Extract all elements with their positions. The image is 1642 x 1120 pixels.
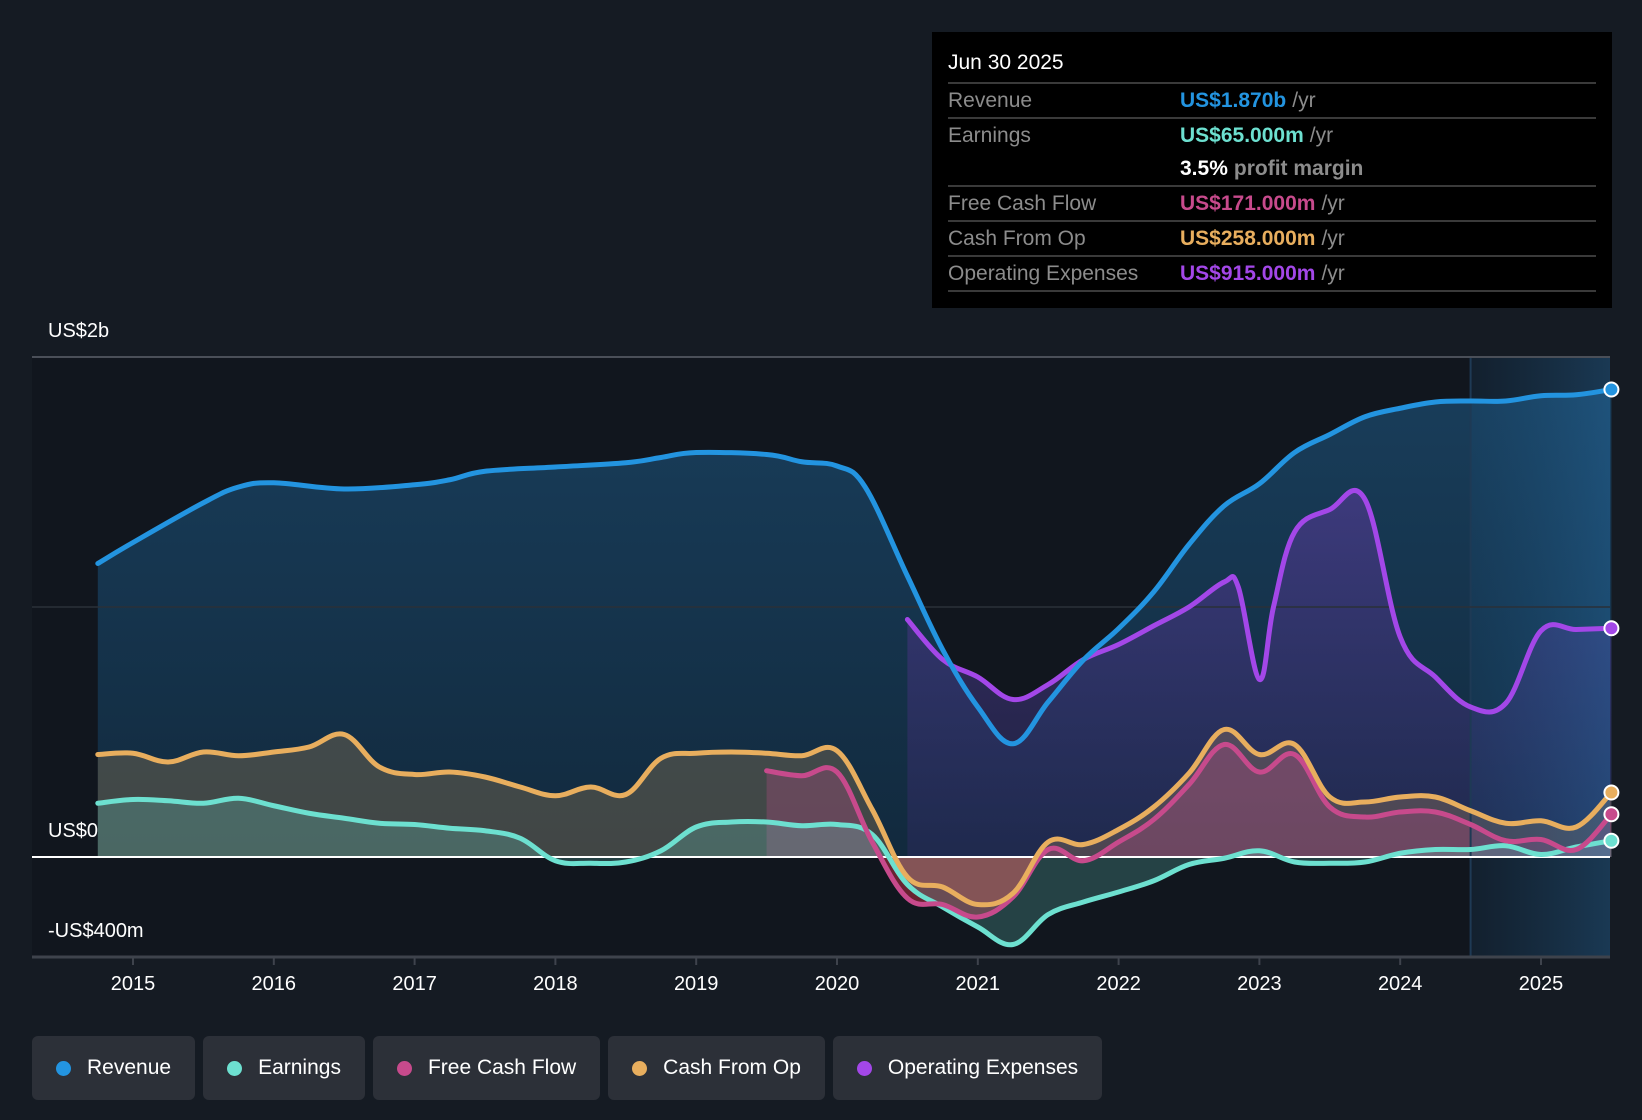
legend-item-cash-from-op[interactable]: Cash From Op	[608, 1036, 825, 1100]
x-tick-label: 2017	[392, 973, 437, 995]
tooltip-value: US$171.000m	[1180, 192, 1316, 215]
x-tick-label: 2016	[252, 973, 297, 995]
tooltip-row-cfo: Cash From Op US$258.000m /yr	[948, 222, 1596, 257]
tooltip-date: Jun 30 2025	[948, 44, 1596, 84]
series-lines	[95, 387, 1614, 948]
legend-label: Free Cash Flow	[427, 1056, 577, 1079]
x-tick-label: 2022	[1096, 973, 1141, 995]
revenue-endpoint	[1603, 381, 1620, 398]
tooltip: Jun 30 2025 Revenue US$1.870b /yr Earnin…	[932, 32, 1612, 308]
tooltip-value: US$915.000m	[1180, 262, 1316, 285]
tooltip-value: US$258.000m	[1180, 227, 1316, 250]
legend: Revenue Earnings Free Cash Flow Cash Fro…	[32, 1036, 1103, 1100]
tooltip-spacer	[948, 152, 1180, 185]
revenue-line	[95, 387, 1614, 747]
highlight-region	[1470, 357, 1610, 957]
x-tick-label: 2018	[533, 973, 578, 995]
legend-label: Earnings	[258, 1056, 341, 1079]
free-cash-flow-area	[766, 744, 1612, 918]
x-tick-label: 2023	[1237, 973, 1282, 995]
free-cash-flow-line	[764, 742, 1614, 920]
tooltip-label: Earnings	[948, 124, 1031, 147]
tooltip-label: Free Cash Flow	[948, 192, 1097, 215]
tooltip-row-revenue: Revenue US$1.870b /yr	[948, 84, 1596, 119]
earnings-line	[95, 795, 1614, 948]
legend-item-free-cash-flow[interactable]: Free Cash Flow	[372, 1036, 601, 1100]
chart: 2015 2016 2017 2018 2019 2020 2021 2022 2023 2024…	[32, 356, 1620, 995]
cash-from-op-area	[97, 729, 1612, 905]
operating-expenses-dot-icon	[856, 1060, 872, 1076]
free-cash-flow-endpoint	[1603, 806, 1620, 823]
profit-margin-label: profit margin	[1233, 157, 1364, 180]
tooltip-row-opex: Operating Expenses US$915.000m /yr	[948, 257, 1596, 292]
tooltip-row-margin: 3.5% profit margin	[948, 152, 1596, 187]
legend-item-earnings[interactable]: Earnings	[203, 1036, 365, 1100]
y-tick-label-bottom: -US$400m	[48, 920, 144, 942]
earnings-endpoint	[1603, 832, 1620, 849]
series-fills	[97, 389, 1612, 945]
legend-item-operating-expenses[interactable]: Operating Expenses	[832, 1036, 1103, 1100]
legend-item-revenue[interactable]: Revenue	[32, 1036, 196, 1100]
x-tick-label: 2024	[1378, 973, 1423, 995]
x-axis: 2015 2016 2017 2018 2019 2020 2021 2022 2023 2024…	[32, 955, 1610, 995]
tooltip-unit: /yr	[1292, 89, 1316, 112]
tooltip-label: Cash From Op	[948, 227, 1086, 250]
tooltip-row-earnings: Earnings US$65.000m /yr	[948, 119, 1596, 152]
free-cash-flow-dot-icon	[396, 1060, 412, 1076]
tooltip-label: Operating Expenses	[948, 262, 1139, 285]
x-tick-label: 2019	[674, 973, 719, 995]
x-tick-label: 2025	[1519, 973, 1564, 995]
legend-label: Cash From Op	[663, 1056, 801, 1079]
profit-margin-value: 3.5%	[1180, 157, 1228, 180]
tooltip-row-fcf: Free Cash Flow US$171.000m /yr	[948, 187, 1596, 222]
earnings-dot-icon	[227, 1060, 243, 1076]
operating-expenses-line	[904, 488, 1614, 715]
earnings-area	[97, 798, 1612, 945]
tooltip-unit: /yr	[1321, 227, 1345, 250]
grid	[32, 356, 1610, 858]
x-tick-label: 2020	[815, 973, 860, 995]
y-tick-label-top: US$2b	[48, 320, 110, 342]
cash-from-op-endpoint	[1603, 784, 1620, 801]
legend-label: Operating Expenses	[887, 1056, 1079, 1079]
cash-from-op-line	[95, 726, 1614, 908]
series-endpoints	[1603, 381, 1620, 849]
tooltip-value: US$65.000m	[1180, 124, 1304, 147]
operating-expenses-endpoint	[1603, 620, 1620, 637]
y-tick-label-zero: US$0	[48, 820, 99, 842]
tooltip-unit: /yr	[1321, 192, 1345, 215]
tooltip-label: Revenue	[948, 89, 1033, 112]
tooltip-unit: /yr	[1309, 124, 1334, 147]
x-tick-label: 2021	[956, 973, 1001, 995]
tooltip-value: US$1.870b	[1180, 89, 1287, 112]
operating-expenses-area	[907, 490, 1612, 857]
x-tick-label: 2015	[111, 973, 156, 995]
revenue-dot-icon	[56, 1060, 71, 1076]
cash-from-op-dot-icon	[632, 1060, 648, 1076]
legend-label: Revenue	[87, 1056, 172, 1079]
tooltip-unit: /yr	[1321, 262, 1345, 285]
